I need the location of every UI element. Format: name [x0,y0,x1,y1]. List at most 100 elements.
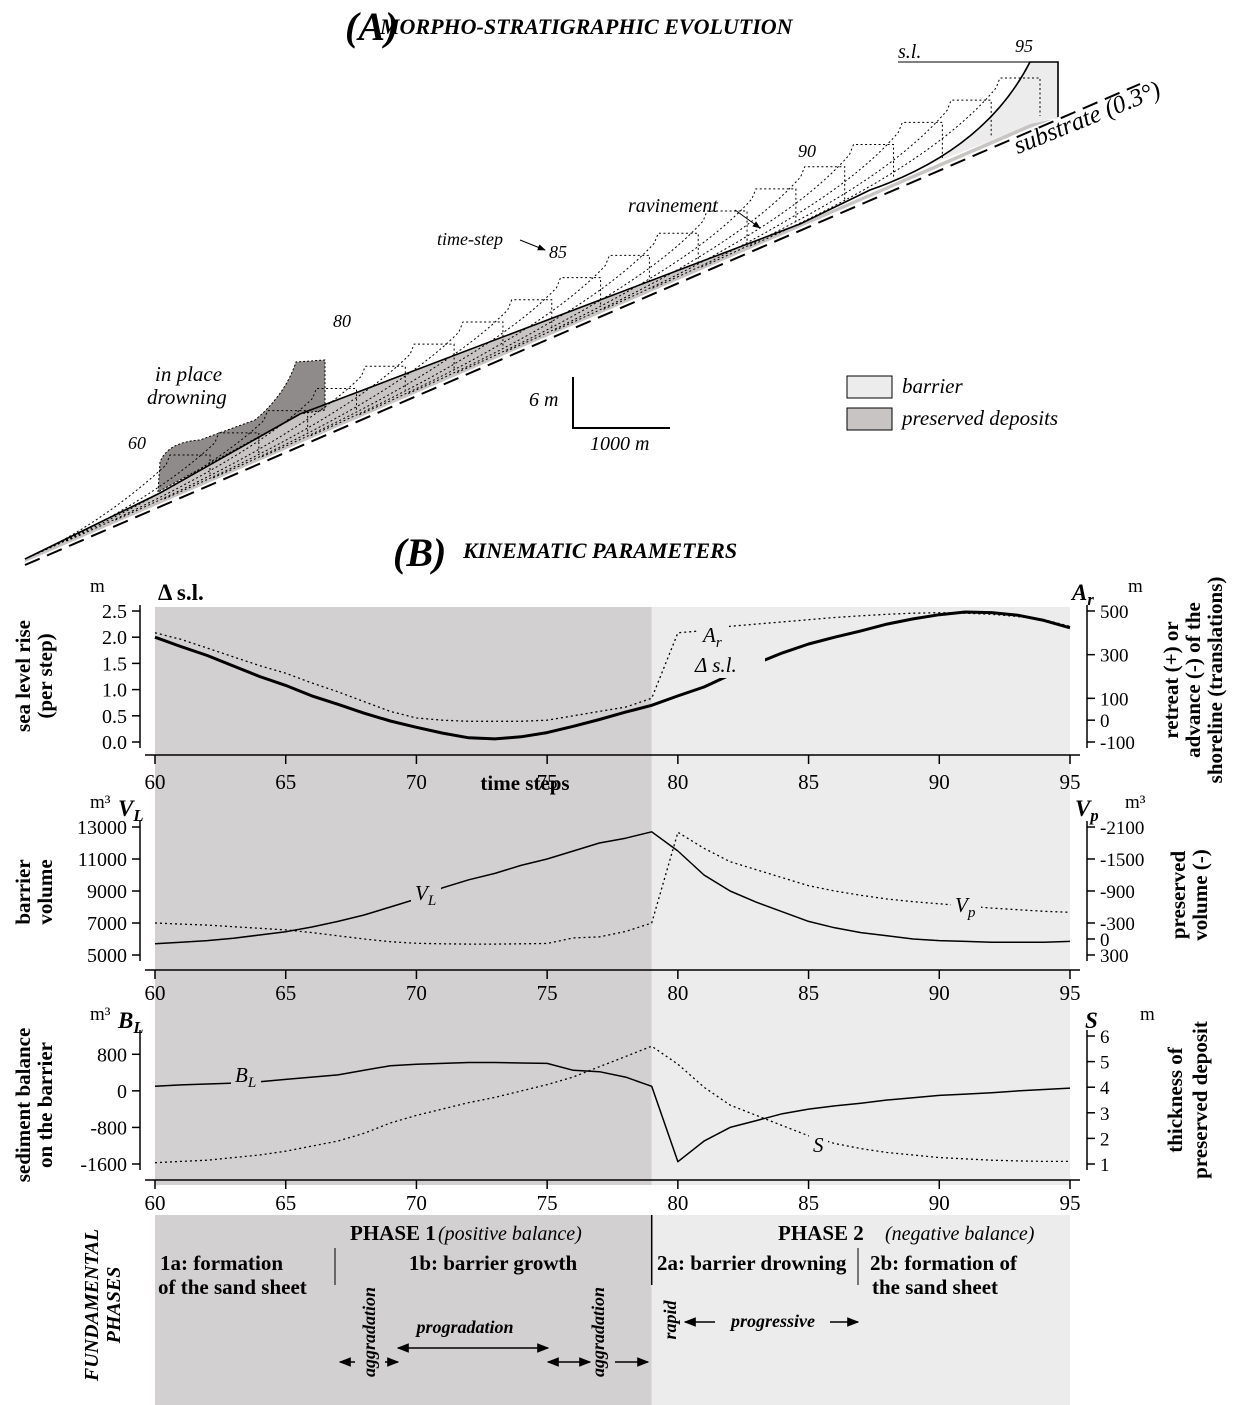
x-tick-label: 75 [537,770,558,794]
phase-text: aggradation [588,1287,608,1377]
series-line [154,1061,1071,1163]
panel-title: MORPHO-STRATIGRAPHIC EVOLUTION [379,14,794,39]
y-axis-title: barrier [11,859,35,924]
barrier-profile [749,77,1041,247]
y2-tick-label: 1 [1100,1155,1110,1176]
x-tick-label: 95 [1060,770,1081,794]
x-tick-label: 60 [145,770,166,794]
label: time-step [437,229,503,249]
y-axis-title: (per step) [33,633,57,718]
y-tick-label: 9000 [87,881,127,903]
x-tick-label: 70 [406,770,427,794]
y-axis-title: on the barrier [33,1042,57,1168]
label-bg [231,1064,261,1088]
legend-label: preserved deposits [900,406,1058,430]
scale-label: 1000 m [590,433,649,455]
x-tick-label: 70 [406,1191,427,1215]
series-name: Δ s.l. [158,580,204,605]
y-tick-label: -800 [90,1117,127,1139]
y-tick-label: 5000 [87,945,127,967]
x-tick-label: 85 [798,1191,819,1215]
phase-text: PHASES [103,1267,125,1345]
step-label: 90 [798,141,816,161]
charts: 60 65 70 75 80 85 90 950.00.51.01.52.02.5-10001… [11,576,1227,1215]
barrier-profile [359,254,650,416]
legend-swatch [846,375,893,399]
y-tick-label: 13000 [77,817,127,839]
y-tick-label: -1600 [80,1154,127,1176]
y2-tick-label: 6 [1100,1027,1110,1048]
y2-tick-label: -1500 [1100,850,1144,871]
y2-tick-label: 300 [1100,646,1129,667]
series-line [154,610,1071,741]
series-line [154,831,1071,945]
panel-title: KINEMATIC PARAMETERS [462,538,737,563]
phases: FUNDAMENTAL PHASES PHASE 1 (positive balanc… [81,1215,1035,1382]
y2-unit: m [1140,1004,1155,1025]
series-line [154,1045,1070,1164]
panel-label: (A) [345,4,398,49]
x-tick-label: 60 [145,1191,166,1215]
y2-axis-title: thickness of [1163,1046,1187,1153]
step-label: 85 [549,242,567,262]
phase-text: progradation [414,1317,513,1337]
x-tick-label: 95 [1060,981,1081,1005]
barrier-profile [115,365,406,521]
x-tick-label: 75 [537,981,558,1005]
x-tick-label: 75 [537,1191,558,1215]
phase-text: 1b: barrier growth [409,1251,578,1275]
phase-1-band [155,607,652,1185]
y2-tick-label: 300 [1100,946,1129,967]
label-bg [411,882,441,906]
drowned-barrier [157,359,326,493]
y2-axis-title: shoreline (translations) [1203,577,1227,784]
y2-unit: m [1128,576,1143,597]
series-name: Vp [1075,796,1099,825]
y-tick-label: 0.5 [102,706,127,728]
barrier-profile [212,321,504,479]
y-axis-title: sea level rise [11,620,35,732]
y-tick-label: 11000 [78,849,127,871]
y2-tick-label: -900 [1100,882,1135,903]
panel-label: (B) [393,530,446,575]
y-axis-title: sediment balance [11,1028,35,1183]
x-tick-label: 65 [275,981,296,1005]
x-tick-label: 90 [929,770,950,794]
barrier-profile [505,188,797,352]
y-tick-label: 2.0 [102,627,127,649]
step-label: 60 [128,433,146,453]
series-name: S [1085,1008,1098,1033]
phase-2-band [651,1215,1070,1405]
y2-tick-label: 2 [1100,1129,1110,1150]
y2-tick-label: 3 [1100,1104,1110,1125]
y2-tick-label: 4 [1100,1078,1110,1099]
y-tick-label: 0.0 [102,732,127,754]
barrier-profile [700,99,992,268]
x-tick-label: 90 [929,1191,950,1215]
label-bg [699,624,729,648]
phase-shading [155,607,1070,1405]
y2-tick-label: 100 [1100,689,1129,710]
label: s.l. [898,41,921,63]
label: drowning [147,385,227,409]
y2-axis-title: volume (-) [1188,849,1212,941]
phase-text: FUNDAMENTAL [81,1229,103,1382]
series-line [154,612,1071,722]
y-tick-label: 0 [117,1081,127,1103]
x-tick-label: 90 [929,981,950,1005]
phase-text: 1a: formation [160,1251,283,1275]
x-tick-label: 85 [798,770,819,794]
barrier-profile [163,343,455,500]
series-name: BL [117,1008,143,1037]
y2-axis-title: preserved [1166,851,1190,940]
barrier-profiles [24,77,1041,560]
y2-tick-label: 0 [1100,930,1110,951]
y-tick-label: 2.5 [102,601,127,623]
x-tick-label: 65 [275,770,296,794]
y2-tick-label: 500 [1100,602,1129,623]
series-line [154,831,1071,945]
barrier-profile [66,387,357,542]
phase-1-band [155,1215,652,1405]
y2-tick-label: 5 [1100,1053,1110,1074]
